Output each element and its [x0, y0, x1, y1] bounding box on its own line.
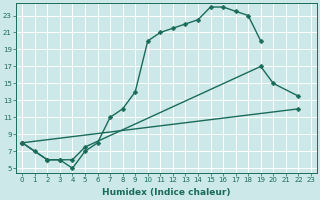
X-axis label: Humidex (Indice chaleur): Humidex (Indice chaleur) — [102, 188, 231, 197]
